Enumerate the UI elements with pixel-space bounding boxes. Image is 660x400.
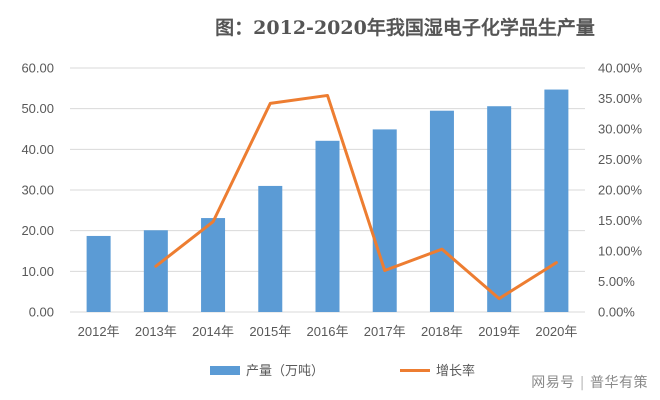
growth-line [154,93,558,301]
legend-bar-label: 产量（万吨） [246,364,324,379]
y-right-tick-label: 35.00% [598,91,643,106]
x-tick-label: 2016年 [307,324,349,339]
bar [429,110,454,312]
x-tick-label: 2020年 [535,324,577,339]
y-axis-right: 0.00% 5.00% 10.00% 15.00% 20.00% 25.00% 30.00%… [598,61,643,320]
bar [258,185,283,312]
watermark: 网易号 | 普华有策 [531,375,648,391]
x-tick-label: 2012年 [78,324,120,339]
x-axis: 2012年 2013年 2014年 2015年 2016年 2017年 2018年 2019年… [78,324,578,339]
x-tick-label: 2014年 [192,324,234,339]
y-right-tick-label: 15.00% [598,213,643,228]
y-right-tick-label: 10.00% [598,244,643,259]
bar [315,140,340,312]
y-right-tick-label: 25.00% [598,152,643,167]
x-tick-label: 2019年 [478,324,520,339]
legend-line-label: 增长率 [436,363,475,379]
y-left-tick-label: 20.00 [21,223,54,238]
y-left-tick-label: 40.00 [21,142,54,157]
y-left-tick-label: 50.00 [21,101,54,116]
bar [544,89,569,312]
bar [487,106,512,312]
x-tick-label: 2013年 [135,324,177,339]
watermark-author: 普华有策 [590,375,648,391]
y-left-tick-label: 10.00 [21,264,54,279]
bar [143,230,168,312]
y-left-tick-label: 0.00 [29,305,54,320]
x-tick-label: 2018年 [421,324,463,339]
y-right-tick-label: 40.00% [598,61,643,76]
bar-series [86,89,569,312]
watermark-source: 网易号 [531,375,575,391]
legend: 产量（万吨） 增长率 [210,363,475,379]
y-axis-left: 0.00 10.00 20.00 30.00 40.00 50.00 60.00 [21,61,54,320]
y-left-tick-label: 60.00 [21,61,54,76]
bar [86,235,111,312]
y-left-tick-label: 30.00 [21,183,54,198]
x-tick-label: 2017年 [364,324,406,339]
bar [372,129,397,312]
y-right-tick-label: 5.00% [598,274,635,289]
line-series [154,93,558,301]
y-right-tick-label: 0.00% [598,305,635,320]
x-tick-label: 2015年 [249,324,291,339]
y-right-tick-label: 20.00% [598,183,643,198]
y-right-tick-label: 30.00% [598,122,643,137]
legend-bar-swatch [210,366,240,375]
chart-title: 图：2012-2020年我国湿电子化学品生产量 [215,16,595,39]
bar [201,218,226,312]
